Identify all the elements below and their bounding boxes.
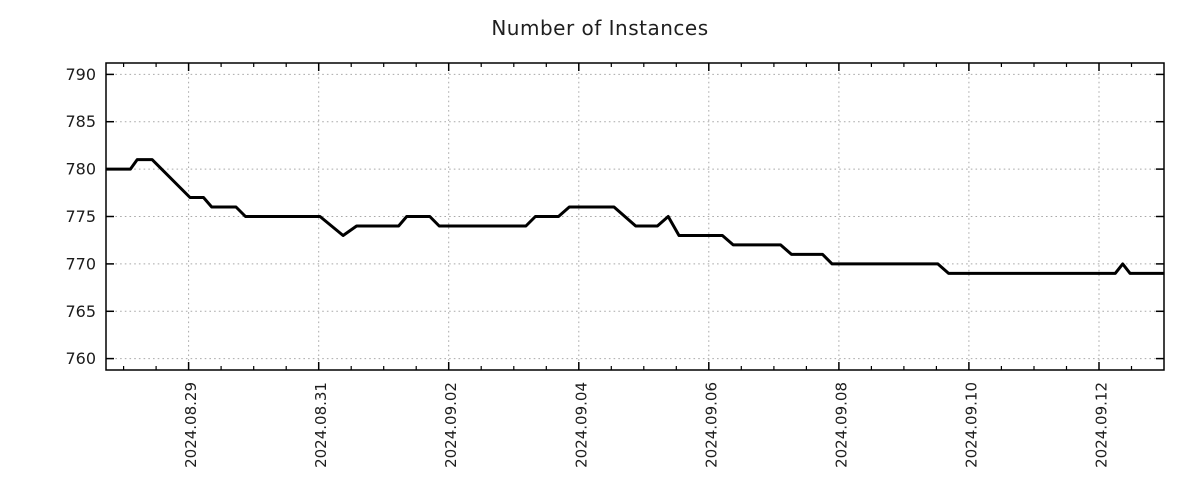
x-tick-label: 2024.09.02	[442, 382, 460, 468]
y-tick-label: 780	[65, 160, 96, 179]
x-tick-label: 2024.09.12	[1093, 382, 1111, 468]
y-tick-label: 765	[65, 302, 96, 321]
x-tick-label: 2024.09.06	[702, 382, 720, 468]
plot-border	[105, 62, 1165, 371]
y-tick-label: 775	[65, 207, 96, 226]
chart-title: Number of Instances	[491, 16, 709, 40]
y-tick-label: 785	[65, 112, 96, 131]
x-tick-label: 2024.09.04	[572, 382, 590, 468]
x-tick-label: 2024.09.10	[962, 382, 980, 468]
y-tick-label: 790	[65, 65, 96, 84]
x-tick-label: 2024.08.29	[182, 382, 200, 468]
x-tick-label: 2024.09.08	[832, 382, 850, 468]
y-tick-label: 770	[65, 254, 96, 273]
x-tick-label: 2024.08.31	[312, 382, 330, 468]
series-line	[106, 158, 1164, 275]
y-tick-label: 760	[65, 349, 96, 368]
